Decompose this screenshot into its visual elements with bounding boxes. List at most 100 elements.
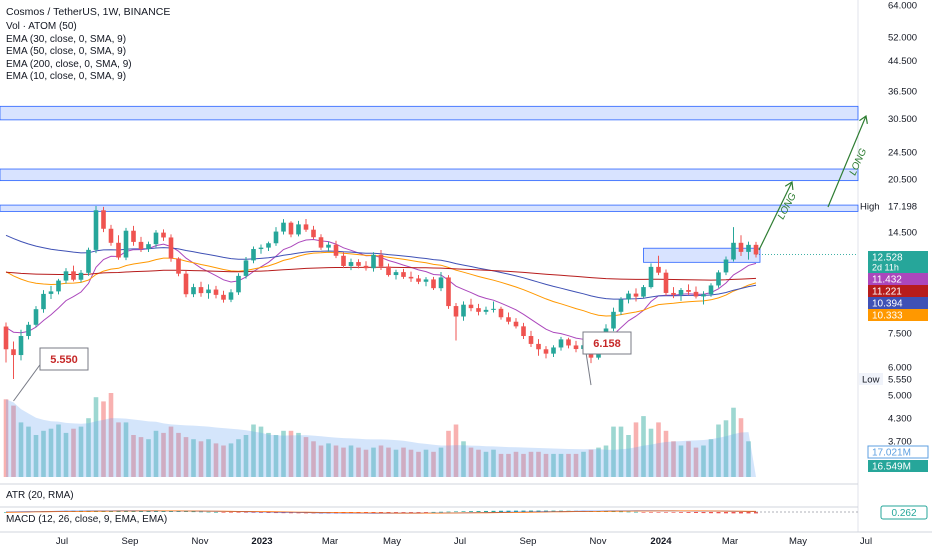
price-tick-label: 24.500	[888, 147, 917, 158]
macd-hist-bar	[461, 511, 466, 512]
candle	[513, 318, 519, 329]
candle-body	[131, 230, 136, 242]
volume-bar	[191, 439, 196, 477]
candle	[18, 329, 24, 361]
candle	[341, 252, 346, 269]
candle-body	[176, 258, 181, 274]
candle	[93, 205, 99, 254]
volume-bar	[228, 443, 234, 477]
candle	[311, 225, 316, 240]
candle	[438, 272, 444, 292]
macd-hist-bar	[694, 512, 698, 514]
volume-bar	[333, 445, 339, 477]
volume-bar	[513, 451, 519, 477]
candle-body	[78, 272, 84, 280]
macd-hist-bar	[454, 511, 458, 513]
volume-bar	[491, 449, 496, 477]
long-arrow-2-head	[859, 114, 868, 124]
candle	[191, 283, 196, 298]
candle	[26, 321, 31, 340]
macd-value: 0.262	[891, 508, 916, 519]
macd-hist-bar	[499, 510, 503, 512]
atr-pane-label[interactable]: ATR (20, RMA)	[6, 490, 74, 501]
candle-body	[521, 326, 526, 337]
volume-bar	[693, 447, 699, 477]
time-tick-label: 2024	[650, 536, 672, 547]
volume-bar	[273, 435, 279, 477]
candle	[326, 241, 331, 252]
candle	[416, 275, 421, 285]
candle-body	[108, 228, 114, 243]
time-axis[interactable]: Jul Sep Nov 2023 Mar May Jul Sep Nov 2024 Mar May Ju…	[56, 536, 872, 547]
candle	[236, 273, 241, 295]
volume-bar	[618, 426, 624, 477]
volume-bar	[438, 447, 444, 477]
candle-body	[161, 232, 166, 238]
candle-body	[693, 291, 699, 297]
macd-hist-bar	[424, 512, 428, 513]
volume-bar	[498, 453, 504, 477]
volume-bar	[213, 443, 219, 477]
volume-bar	[573, 453, 579, 477]
candle	[176, 257, 181, 277]
candle-body	[566, 339, 571, 346]
macd-signal-line	[5, 510, 756, 514]
price-axis[interactable]: 64.000 52.000 44.500 36.500 30.500 24.500 20.5…	[859, 1, 929, 473]
candle-body	[618, 299, 624, 312]
indicator-ema-200[interactable]: EMA (200, close, 0, SMA, 9)	[6, 59, 132, 70]
price-tick-label: 36.500	[888, 86, 917, 97]
candle-body	[123, 230, 129, 258]
candle	[333, 240, 339, 259]
candle-body	[48, 291, 54, 294]
indicator-ema-50[interactable]: EMA (50, close, 0, SMA, 9)	[6, 46, 127, 57]
candle	[258, 244, 264, 254]
candle	[528, 330, 534, 348]
volume-bar	[731, 407, 736, 477]
candle	[296, 220, 301, 237]
macd-hist-bar	[409, 512, 413, 513]
volume-bar	[678, 445, 684, 477]
candle-body	[311, 229, 316, 238]
candle	[33, 306, 39, 328]
candle-body	[221, 294, 226, 300]
time-tick-label: May	[789, 536, 807, 547]
macd-hist-bar	[514, 510, 518, 512]
price-tick-label: 52.000	[888, 32, 917, 43]
candle-body	[513, 321, 519, 327]
volume-bar	[521, 453, 526, 477]
indicator-ema-30[interactable]: EMA (30, close, 0, SMA, 9)	[6, 34, 127, 45]
volume-bar	[123, 422, 129, 477]
volume-label: 16.549M	[872, 462, 911, 473]
volume-bar	[116, 422, 121, 477]
candle	[483, 306, 489, 315]
volume-bar	[221, 445, 226, 477]
candle	[213, 285, 219, 299]
volume-bar	[558, 453, 564, 477]
price-label-box	[868, 251, 928, 273]
candle	[738, 235, 744, 257]
candle	[161, 229, 166, 241]
volume-bar	[236, 439, 241, 477]
indicator-volume[interactable]: Vol · ATOM (50)	[6, 21, 77, 32]
macd-hist-bar	[641, 512, 646, 513]
price-label-box	[868, 273, 928, 285]
macd-hist-bar	[671, 512, 676, 513]
macd-hist-bar	[521, 510, 526, 512]
candle	[221, 290, 226, 303]
candle-body	[26, 324, 31, 337]
candle-body	[191, 287, 196, 295]
time-tick-label: Mar	[322, 536, 338, 547]
macd-hist-bar	[139, 510, 143, 512]
candle	[56, 278, 61, 295]
volume-bar	[626, 435, 631, 477]
volume-bar	[93, 397, 99, 477]
macd-pane-label[interactable]: MACD (12, 26, close, 9, EMA, EMA)	[6, 514, 168, 525]
macd-hist-bar	[701, 512, 706, 514]
indicator-ema-10[interactable]: EMA (10, close, 0, SMA, 9)	[6, 71, 127, 82]
volume-bar	[303, 437, 309, 477]
long-arrow-2	[827, 115, 867, 208]
volume-bar	[311, 441, 316, 477]
candle-body	[116, 242, 121, 258]
candle-body	[71, 271, 76, 280]
